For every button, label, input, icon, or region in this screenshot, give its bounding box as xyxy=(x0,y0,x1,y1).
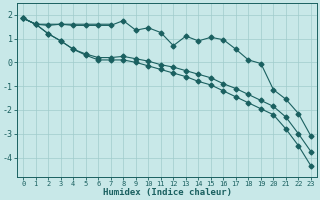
X-axis label: Humidex (Indice chaleur): Humidex (Indice chaleur) xyxy=(103,188,232,197)
